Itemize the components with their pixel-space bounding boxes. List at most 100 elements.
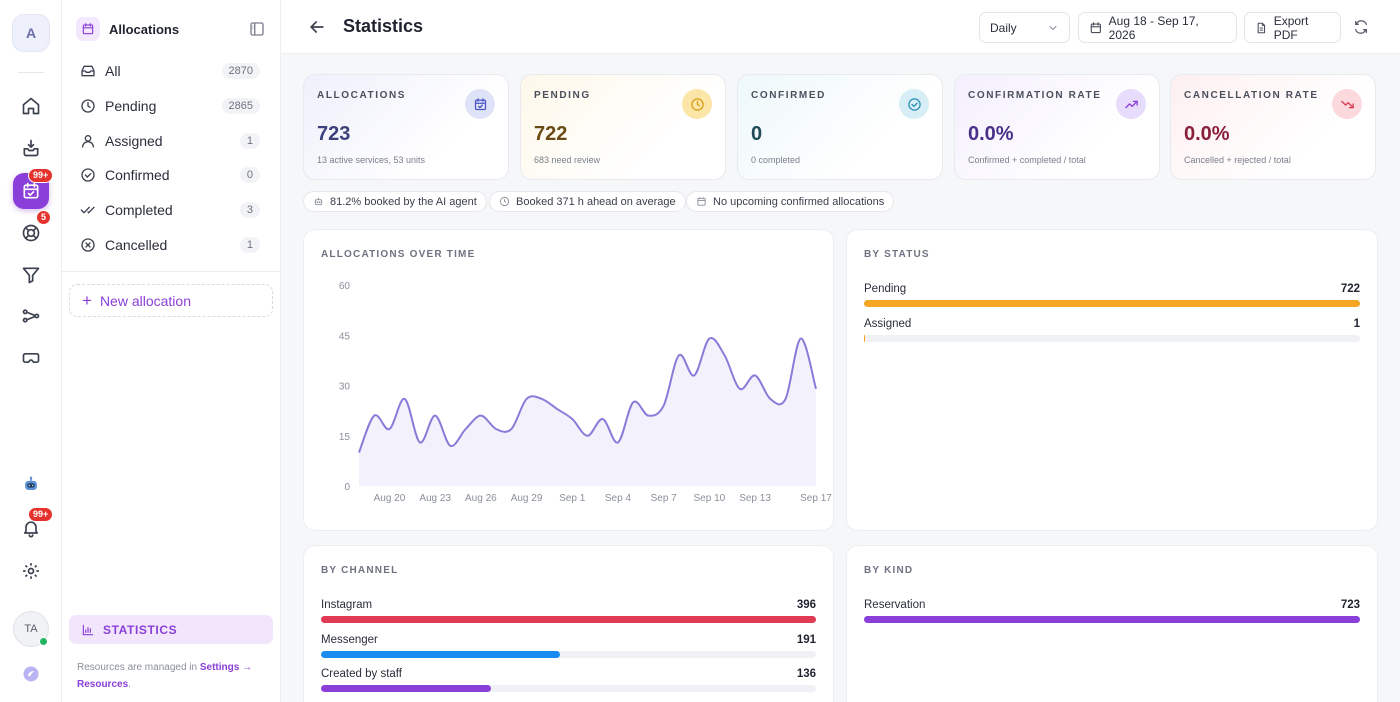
resources-note-text: Resources are managed in [77,662,200,673]
bar-label: Created by staff [321,668,402,680]
bar-value: 1 [1353,317,1360,330]
kpi-subtext: Confirmed + completed / total [968,155,1086,165]
resources-note-suffix: . [128,679,131,690]
bar-label: Reservation [864,599,926,611]
date-range-picker[interactable]: Aug 18 - Sep 17, 2026 [1078,12,1237,43]
bar-label: Instagram [321,599,373,611]
kpi-subtext: 683 need review [534,155,601,165]
card-title: BY CHANNEL [321,565,399,576]
new-allocation-button[interactable]: + New allocation [69,284,273,317]
x-tick-label: Aug 23 [419,493,451,504]
collapse-sidebar-icon[interactable] [248,20,266,38]
x-tick-label: Aug 26 [465,493,497,504]
calendar-icon [697,197,706,206]
by-kind-card: BY KIND Reservation 723 [846,545,1378,702]
nav-item-completed[interactable]: Completed 3 [70,193,270,228]
nav-item-count: 0 [239,167,260,184]
x-tick-label: Sep 1 [559,493,586,504]
vr-headset-icon[interactable] [13,340,49,376]
inbox-download-icon[interactable] [13,130,49,166]
nav-item-label: Completed [105,202,173,219]
area-fill [359,338,816,486]
help-badge: 5 [36,210,52,225]
bar-track [864,334,1360,342]
bar-label: Messenger [321,633,378,646]
file-icon [1257,22,1266,33]
rail-divider [18,72,44,73]
kpi-card-pending: PENDING 722 683 need review [520,74,726,180]
nav-item-all[interactable]: All 2870 [70,54,270,89]
period-select-value: Daily [990,20,1017,35]
y-tick-label: 45 [339,331,351,342]
workspace-switcher[interactable]: A [12,14,50,52]
bar-value: 136 [796,668,816,680]
page-title: Statistics [343,16,424,36]
statistics-button[interactable]: STATISTICS [69,615,273,644]
calendar-icon [465,89,495,119]
settings-resources-link[interactable]: Settings → Resources [77,662,253,690]
kpi-label: CANCELLATION RATE [1184,90,1319,101]
kpi-value: 0.0% [968,123,1014,145]
workflow-icon[interactable] [13,298,49,334]
y-tick-label: 60 [339,281,351,292]
allocations-over-time-card: ALLOCATIONS OVER TIME 0 15 30 45 60 Aug 20 Aug… [303,229,834,531]
settings-gear-icon[interactable] [13,553,49,589]
plus-icon: + [82,291,92,310]
bar-fill [864,300,1360,307]
nav-item-count: 1 [239,132,260,149]
card-title: BY STATUS [864,249,930,260]
refresh-icon[interactable] [1353,19,1369,35]
bar-fill [321,616,816,623]
bar-fill [321,650,560,658]
lifebuoy-icon[interactable] [13,215,49,251]
x-tick-label: Sep 7 [651,493,678,504]
date-range-value: Aug 18 - Sep 17, 2026 [1108,13,1199,42]
nav-item-count: 3 [239,202,260,219]
kpi-value: 722 [534,123,568,145]
kpi-label: PENDING [534,90,591,101]
by-channel-card: BY CHANNEL Instagram 396 Messenger 191 Creat… [303,545,834,702]
x-tick-label: Sep 4 [605,493,632,504]
new-allocation-label: New allocation [99,292,191,309]
clock-icon [81,99,95,113]
allocations-sidebar: Allocations All 2870 Pending 2865 Assign… [62,0,281,702]
filter-funnel-icon[interactable] [13,257,49,293]
bar-value: 191 [796,633,816,646]
ai-robot-icon[interactable] [13,467,49,503]
lead-time-chip: Booked 371 h ahead on average [489,191,686,212]
nav-item-label: Confirmed [105,167,170,184]
nav-item-pending[interactable]: Pending 2865 [70,89,270,124]
sidebar-title: Allocations [109,21,180,37]
period-select[interactable]: Daily [979,12,1070,43]
chevron-down-icon [1049,25,1057,30]
calendar-badge: 99+ [28,168,54,183]
back-arrow-icon[interactable] [307,17,327,37]
nav-item-cancelled[interactable]: Cancelled 1 [70,227,270,262]
export-pdf-label: Export PDF [1273,13,1309,42]
double-check-icon [80,206,95,214]
x-tick-label: Sep 10 [694,493,726,504]
nav-item-label: Assigned [105,132,163,149]
calendar-icon [1090,21,1101,33]
export-pdf-button[interactable]: Export PDF [1244,12,1341,43]
bar-track [321,650,816,658]
card-title: BY KIND [864,565,914,576]
y-tick-label: 0 [344,482,350,493]
y-tick-label: 30 [339,382,351,393]
bar-fill [321,685,491,692]
kpi-label: CONFIRMED [751,90,826,101]
ai-booking-chip: 81.2% booked by the AI agent [303,191,487,212]
card-title: ALLOCATIONS OVER TIME [321,249,476,260]
inbox-icon [81,66,95,77]
bell-icon[interactable] [13,510,49,546]
nav-item-label: Cancelled [105,236,168,253]
bar-chart-icon [82,624,94,635]
bell-badge: 99+ [28,507,54,522]
bar-track [321,685,816,692]
nav-item-confirmed[interactable]: Confirmed 0 [70,158,270,193]
bar-fill [864,334,866,342]
check-circle-icon [899,89,929,119]
nav-item-assigned[interactable]: Assigned 1 [70,123,270,158]
home-icon[interactable] [13,88,49,124]
allocations-line-chart: 0 15 30 45 60 Aug 20 Aug 23 Aug 26 Aug 29 Sep 1 Se… [339,281,832,504]
